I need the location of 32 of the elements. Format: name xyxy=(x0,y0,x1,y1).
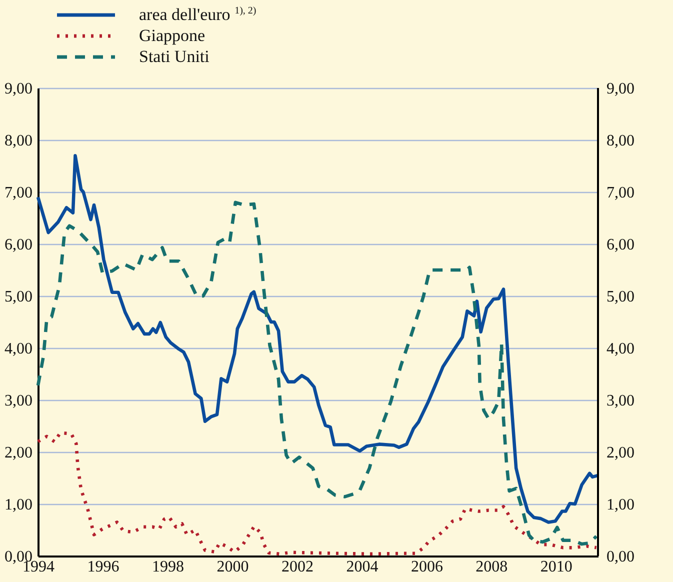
y2-tick-label: 3,00 xyxy=(606,392,634,410)
x-tick-label: 2000 xyxy=(216,558,249,576)
x-tick-label: 2004 xyxy=(346,558,378,576)
y2-tick-label: 4,00 xyxy=(606,340,634,358)
line-series xyxy=(36,200,598,546)
x-tick-label: 2010 xyxy=(540,558,572,576)
legend-label: Giappone xyxy=(139,26,206,46)
y-tick-label: 8,00 xyxy=(4,132,32,150)
y2-tick-label: 9,00 xyxy=(606,80,634,98)
y-tick-label: 4,00 xyxy=(4,340,32,358)
y-tick-label: 2,00 xyxy=(4,444,32,462)
line-series xyxy=(36,154,600,524)
y2-tick-label: 5,00 xyxy=(606,288,634,306)
y-tick-label: 9,00 xyxy=(4,80,32,98)
y2-tick-label: 6,00 xyxy=(606,236,634,254)
y2-tick-label: 0,00 xyxy=(606,548,634,566)
x-tick-label: 2008 xyxy=(476,558,508,576)
y2-tick-label: 2,00 xyxy=(606,444,634,462)
y-tick-label: 1,00 xyxy=(4,496,32,514)
x-tick-label: 2002 xyxy=(281,558,314,576)
x-tick-label: 1996 xyxy=(87,558,120,576)
y2-tick-label: 7,00 xyxy=(606,184,634,202)
y2-tick-label: 1,00 xyxy=(606,496,634,514)
y-tick-label: 6,00 xyxy=(4,236,32,254)
y2-tick-label: 8,00 xyxy=(606,132,634,150)
legend-label: Stati Uniti xyxy=(139,46,210,66)
legend-label: area dell'euro $^{1), 2)}$ xyxy=(139,4,256,24)
x-tick-label: 2006 xyxy=(410,558,443,576)
y-tick-label: 5,00 xyxy=(4,288,32,306)
y-tick-label: 7,00 xyxy=(4,184,32,202)
x-tick-label: 1998 xyxy=(152,558,184,576)
y-tick-label: 3,00 xyxy=(4,392,32,410)
